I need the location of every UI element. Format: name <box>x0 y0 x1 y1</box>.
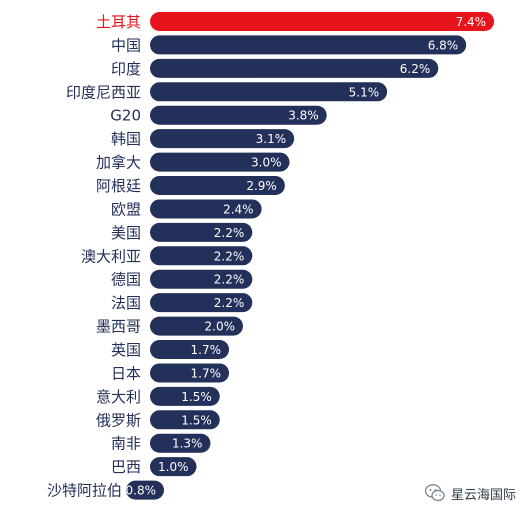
category-label-2: 印度 <box>111 60 141 78</box>
bar-0 <box>150 12 495 31</box>
category-label-4: G20 <box>110 107 141 125</box>
category-label-12: 法国 <box>111 294 141 312</box>
category-label-3: 印度尼西亚 <box>66 83 141 101</box>
watermark: 星云海国际 <box>424 482 516 504</box>
bar-12 <box>150 293 253 313</box>
value-label-19: 1.0% <box>158 460 189 474</box>
value-label-0: 7.4% <box>456 15 487 29</box>
bar-1 <box>150 35 467 55</box>
category-label-11: 德国 <box>111 271 141 289</box>
category-label-15: 日本 <box>111 364 141 382</box>
value-label-8: 2.4% <box>223 202 254 216</box>
value-label-11: 2.2% <box>214 273 245 287</box>
watermark-text: 星云海国际 <box>451 487 517 503</box>
value-label-10: 2.2% <box>214 249 245 263</box>
category-label-19: 巴西 <box>111 458 141 476</box>
bar-9 <box>150 222 253 242</box>
category-label-6: 加拿大 <box>96 154 141 172</box>
wechat-icon <box>424 484 445 502</box>
value-label-18: 1.3% <box>172 437 203 451</box>
value-label-17: 1.5% <box>181 413 212 427</box>
value-label-1: 6.8% <box>428 38 459 52</box>
value-label-12: 2.2% <box>214 296 245 310</box>
category-label-13: 墨西哥 <box>96 318 141 336</box>
value-label-3: 5.1% <box>349 85 380 99</box>
bar-13 <box>150 316 243 336</box>
category-label-20: 沙特阿拉伯 <box>47 482 122 500</box>
category-label-1: 中国 <box>111 36 141 54</box>
category-label-5: 韩国 <box>111 130 141 148</box>
category-label-7: 阿根廷 <box>96 177 141 195</box>
bar-18 <box>150 433 211 453</box>
value-label-4: 3.8% <box>288 109 319 123</box>
value-label-14: 1.7% <box>191 343 222 357</box>
bar-15 <box>150 363 230 383</box>
category-label-16: 意大利 <box>96 388 141 406</box>
category-label-10: 澳大利亚 <box>81 247 141 265</box>
bar-17 <box>150 410 220 430</box>
bar-6 <box>150 152 290 172</box>
category-label-8: 欧盟 <box>111 200 141 218</box>
value-label-9: 2.2% <box>214 226 245 240</box>
value-label-16: 1.5% <box>181 390 212 404</box>
bar-16 <box>150 386 220 406</box>
bar-3 <box>150 82 388 102</box>
category-label-17: 俄罗斯 <box>96 411 141 429</box>
category-label-9: 美国 <box>111 224 141 242</box>
value-label-13: 2.0% <box>205 320 236 334</box>
bar-5 <box>150 129 295 149</box>
category-label-18: 南非 <box>111 435 141 453</box>
category-label-14: 英国 <box>111 341 141 359</box>
bar-8 <box>150 199 262 219</box>
value-label-5: 3.1% <box>256 132 287 146</box>
value-label-2: 6.2% <box>400 62 431 76</box>
category-label-0: 土耳其 <box>96 13 141 31</box>
bar-7 <box>150 176 285 196</box>
bar-20 <box>126 480 164 500</box>
bar-2 <box>150 58 439 78</box>
bar-4 <box>150 105 327 125</box>
value-label-7: 2.9% <box>246 179 277 193</box>
value-label-6: 3.0% <box>251 156 282 170</box>
bar-14 <box>150 340 230 360</box>
value-label-20: -0.8% <box>121 484 156 498</box>
bar-10 <box>150 246 253 266</box>
bar-11 <box>150 269 253 289</box>
bar-19 <box>150 457 197 477</box>
value-label-15: 1.7% <box>191 366 222 380</box>
